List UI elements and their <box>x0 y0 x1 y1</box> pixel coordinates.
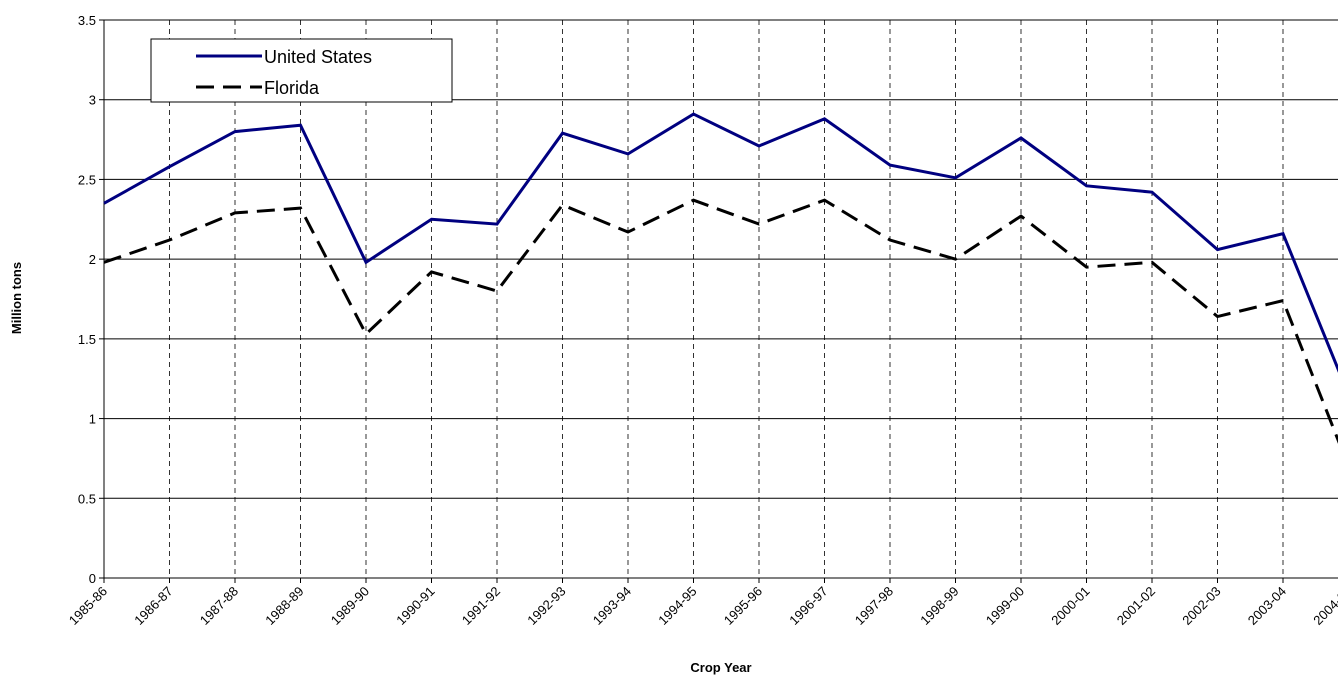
y-tick-label-0: 0 <box>89 571 96 586</box>
x-tick-label-1995-96: 1995-96 <box>721 584 765 628</box>
x-tick-label-2001-02: 2001-02 <box>1114 584 1158 628</box>
y-tick-label-6: 3 <box>89 93 96 108</box>
legend-label-united-states: United States <box>264 47 372 67</box>
y-tick-label-4: 2 <box>89 252 96 267</box>
legend: United States Florida <box>150 38 453 103</box>
y-tick-label-2: 1 <box>89 412 96 427</box>
y-tick-label-5: 2.5 <box>78 172 96 187</box>
series-lines <box>103 112 1338 444</box>
x-tick-label-1998-99: 1998-99 <box>917 584 961 628</box>
x-tick-label-1990-91: 1990-91 <box>393 584 437 628</box>
legend-label-florida: Florida <box>264 78 320 98</box>
x-tick-label-1985-86: 1985-86 <box>66 584 110 628</box>
x-axis-title: Crop Year <box>690 660 751 675</box>
x-tick-label-2002-03: 2002-03 <box>1179 584 1223 628</box>
x-tick-label-2004-05: 2004-05 <box>1310 584 1338 628</box>
x-tick-label-2000-01: 2000-01 <box>1048 584 1092 628</box>
x-tick-label-1991-92: 1991-92 <box>459 584 503 628</box>
vertical-gridlines <box>169 20 1284 578</box>
y-tick-label-7: 3.5 <box>78 13 96 28</box>
axes <box>103 19 1338 579</box>
x-tick-label-2003-04: 2003-04 <box>1245 584 1289 628</box>
x-tick-label-1992-93: 1992-93 <box>524 584 568 628</box>
x-tick-label-1993-94: 1993-94 <box>590 584 634 628</box>
x-tick-label-1996-97: 1996-97 <box>786 584 830 628</box>
legend-box <box>150 38 453 103</box>
y-tick-labels: 0 0.5 1 1.5 2 2.5 3 3.5 <box>78 13 104 586</box>
x-tick-label-1997-98: 1997-98 <box>852 584 896 628</box>
y-axis-title: Million tons <box>9 262 24 334</box>
y-tick-label-3: 1.5 <box>78 332 96 347</box>
x-tick-label-1986-87: 1986-87 <box>131 584 175 628</box>
x-tick-labels: 1985-86 1986-87 1987-88 1988-89 1989-90 1990-… <box>66 578 1338 628</box>
series-line-united-states <box>103 112 1338 373</box>
x-tick-label-1994-95: 1994-95 <box>655 584 699 628</box>
series-line-florida <box>103 198 1338 444</box>
x-tick-label-1988-89: 1988-89 <box>262 584 306 628</box>
y-tick-label-1: 0.5 <box>78 491 96 506</box>
x-tick-label-1989-90: 1989-90 <box>328 584 372 628</box>
x-tick-label-1999-00: 1999-00 <box>983 584 1027 628</box>
x-tick-label-1987-88: 1987-88 <box>197 584 241 628</box>
